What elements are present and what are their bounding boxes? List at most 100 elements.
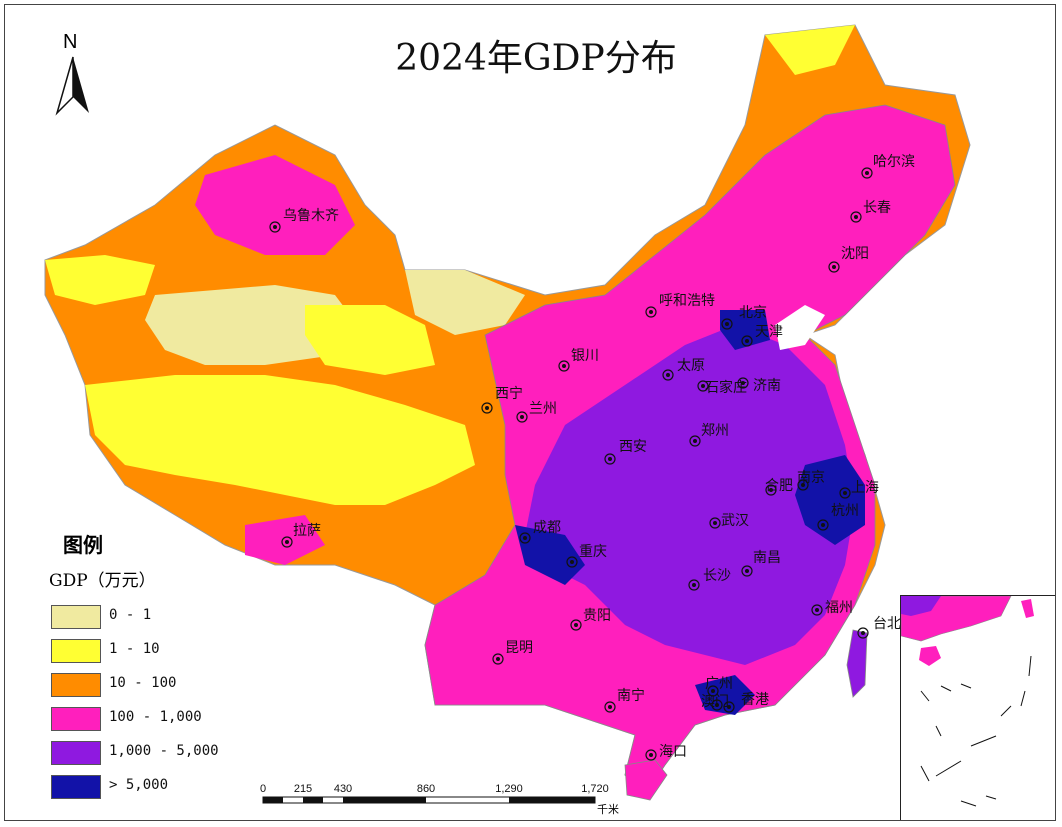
city-label: 长春 (863, 200, 891, 216)
north-label: N (63, 31, 78, 53)
city-marker (711, 699, 723, 711)
city-marker (269, 221, 281, 233)
city-marker-dot (574, 623, 578, 627)
legend-label: 1 - 10 (109, 641, 160, 657)
legend-items: 0 - 1 1 - 10 10 - 100 100 - 1,000 1,000 - 5,… (49, 599, 269, 803)
city-label: 北京 (739, 305, 767, 321)
legend-item: 100 - 1,000 (49, 701, 269, 735)
city-marker-dot (520, 415, 524, 419)
city-marker-dot (727, 705, 731, 709)
region-yellow-xj (45, 255, 155, 305)
city-label: 海口 (659, 744, 687, 760)
map-frame: 2024年GDP分布 N 图例 GDP（万元） 0 - 1 1 - 10 10 - … (4, 4, 1056, 821)
legend-label: 10 - 100 (109, 675, 177, 691)
scale-tick-label: 0 (259, 783, 267, 795)
city-marker (797, 479, 809, 491)
city-marker-dot (725, 322, 729, 326)
city-marker (697, 380, 709, 392)
city-label: 香港 (741, 692, 769, 708)
legend-label: 1,000 - 5,000 (109, 743, 219, 759)
region-magenta-xj (195, 155, 355, 255)
city-marker (645, 306, 657, 318)
city-label: 南京 (797, 470, 825, 486)
city-marker-dot (801, 483, 805, 487)
city-label: 台北 (873, 616, 901, 632)
city-marker (707, 685, 719, 697)
scale-bar: 0 215 430 860 1,290 1,720 千米 (259, 783, 621, 816)
city-label: 太原 (677, 358, 705, 374)
city-marker (645, 749, 657, 761)
city-marker (850, 211, 862, 223)
city-marker (741, 565, 753, 577)
city-marker-dot (865, 171, 869, 175)
city-marker (519, 532, 531, 544)
city-marker (861, 167, 873, 179)
city-marker (604, 453, 616, 465)
region-pale-inner-mongolia (405, 270, 525, 335)
island-hainan (624, 759, 668, 801)
city-label: 西宁 (495, 386, 523, 402)
legend-unit: GDP（万元） (49, 571, 156, 591)
city-marker (737, 377, 749, 389)
city-label: 南宁 (617, 688, 645, 704)
city-marker (689, 435, 701, 447)
city-marker (604, 701, 616, 713)
city-marker (662, 369, 674, 381)
city-marker (281, 536, 293, 548)
legend-label: > 5,000 (109, 777, 169, 793)
city-marker (481, 402, 493, 414)
city-marker-dot (562, 364, 566, 368)
legend-item: 10 - 100 (49, 667, 269, 701)
scale-tick-label: 1,720 (581, 783, 609, 795)
map-title: 2024年GDP分布 (395, 38, 677, 79)
legend-swatch (51, 741, 101, 765)
legend-item: 1,000 - 5,000 (49, 735, 269, 769)
city-marker-dot (715, 703, 719, 707)
region-magenta-lasa (245, 515, 325, 565)
city-marker (709, 517, 721, 529)
city-label: 广州 (705, 676, 733, 692)
region-yellow-ne (765, 25, 855, 75)
scale-tick-label: 860 (416, 783, 436, 795)
legend: 图例 GDP（万元） 0 - 1 1 - 10 10 - 100 100 - 1,00… (49, 529, 269, 803)
city-label: 南昌 (753, 550, 781, 566)
city-label: 济南 (753, 378, 781, 394)
city-marker (765, 484, 777, 496)
legend-swatch (51, 605, 101, 629)
city-marker (828, 261, 840, 273)
city-marker (570, 619, 582, 631)
china-gdp-map (44, 24, 971, 801)
north-arrow-icon (55, 56, 89, 116)
scale-unit: 千米 (597, 803, 619, 816)
city-marker-dot (485, 406, 489, 410)
city-marker-dot (713, 521, 717, 525)
city-marker (688, 579, 700, 591)
city-marker-dot (854, 215, 858, 219)
city-marker-dot (570, 560, 574, 564)
city-label: 澳门 (701, 694, 729, 710)
city-marker-dot (861, 631, 865, 635)
city-marker (817, 519, 829, 531)
city-label: 贵阳 (583, 608, 611, 624)
city-label: 合肥 (765, 478, 793, 494)
city-marker (723, 701, 735, 713)
legend-item: > 5,000 (49, 769, 269, 803)
city-label: 拉萨 (293, 523, 321, 539)
legend-label: 100 - 1,000 (109, 709, 202, 725)
city-label: 杭州 (831, 503, 859, 519)
city-marker (839, 487, 851, 499)
region-blue-jingjin (720, 310, 770, 350)
city-marker-dot (741, 381, 745, 385)
legend-label: 0 - 1 (109, 607, 152, 623)
city-label: 沈阳 (841, 246, 869, 262)
city-marker-dot (523, 536, 527, 540)
city-marker (741, 335, 753, 347)
sea-bohai (775, 305, 825, 350)
city-marker-dot (745, 339, 749, 343)
region-purple-central (525, 325, 855, 665)
city-marker-dot (711, 689, 715, 693)
city-marker-dot (666, 373, 670, 377)
city-label: 长沙 (703, 568, 731, 584)
north-arrow: N (51, 31, 95, 121)
legend-item: 1 - 10 (49, 633, 269, 667)
